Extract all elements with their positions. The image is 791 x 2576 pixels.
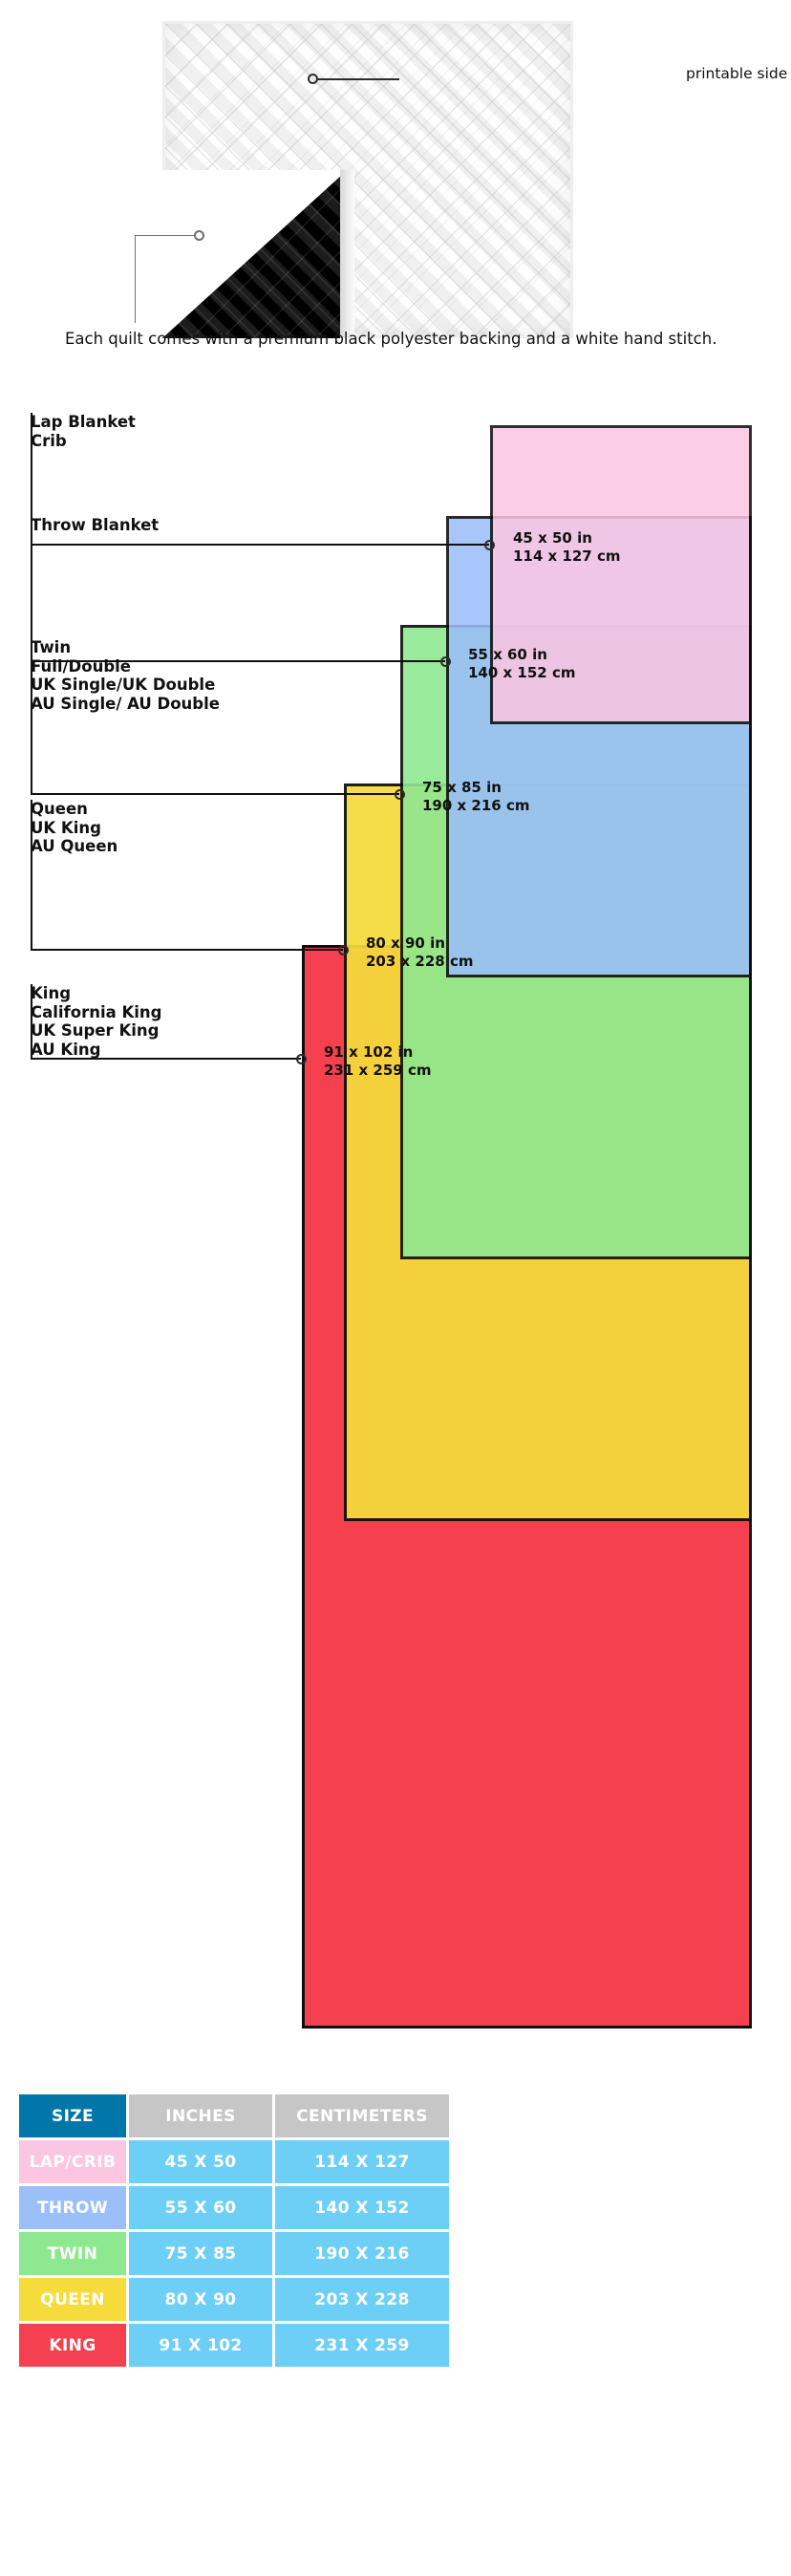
bracket-horizontal-queen (31, 949, 343, 951)
size-table: SIZE INCHES CENTIMETERS LAP/CRIB 45 X 50… (19, 2094, 459, 2370)
size-callout-dot-icon-queen (338, 945, 349, 955)
table-cell-inches-queen: 80 X 90 (129, 2278, 272, 2321)
backing-callout-dot-icon (194, 230, 204, 241)
quilt-image (162, 21, 573, 338)
dim-cm-queen: 203 x 228 cm (366, 953, 474, 970)
printable-side-callout-dot-icon (308, 74, 318, 84)
dim-in-twin: 75 x 85 in (422, 779, 502, 796)
size-label-lap-crib: Lap Blanket Crib (31, 413, 136, 450)
size-dimensions-king: 91 x 102 in 231 x 259 cm (324, 1043, 432, 1080)
table-cell-inches-king: 91 X 102 (129, 2324, 272, 2367)
table-cell-centimeters-king: 231 X 259 (275, 2324, 449, 2367)
size-label-twin: Twin Full/Double UK Single/UK Double AU … (31, 638, 220, 713)
table-row: TWIN 75 X 85 190 X 216 (19, 2232, 459, 2275)
printable-side-label: printable side (686, 65, 788, 82)
quilt-edge-strip (339, 170, 354, 338)
size-comparison-diagram: Lap Blanket Crib 45 x 50 in 114 x 127 cm … (0, 401, 791, 2054)
dim-cm-king: 231 x 259 cm (324, 1062, 432, 1079)
table-cell-size-throw: THROW (19, 2186, 126, 2229)
bracket-horizontal-king (31, 1058, 301, 1060)
bracket-vertical-twin (31, 638, 32, 794)
table-cell-centimeters-queen: 203 X 228 (275, 2278, 449, 2321)
table-header-inches: INCHES (129, 2094, 272, 2137)
bracket-vertical-queen (31, 800, 32, 950)
size-callout-dot-icon-lap-crib (484, 540, 495, 550)
table-cell-size-twin: TWIN (19, 2232, 126, 2275)
size-callout-dot-icon-king (296, 1054, 307, 1064)
table-cell-size-lap-crib: LAP/CRIB (19, 2140, 126, 2183)
table-cell-size-queen: QUEEN (19, 2278, 126, 2321)
backing-callout-line-horizontal (135, 235, 195, 237)
size-label-queen: Queen UK King AU Queen (31, 800, 118, 855)
size-dimensions-throw: 55 x 60 in 140 x 152 cm (468, 646, 576, 682)
table-row: THROW 55 X 60 140 X 152 (19, 2186, 459, 2229)
quilt-illustration-section: printable side Each quilt comes with a p… (0, 0, 791, 382)
dim-cm-twin: 190 x 216 cm (422, 797, 530, 814)
table-header-centimeters: CENTIMETERS (275, 2094, 449, 2137)
bracket-horizontal-lap-crib (31, 544, 489, 546)
size-callout-dot-icon-twin (395, 789, 405, 800)
size-dimensions-twin: 75 x 85 in 190 x 216 cm (422, 779, 530, 815)
table-cell-centimeters-throw: 140 X 152 (275, 2186, 449, 2229)
table-cell-centimeters-twin: 190 X 216 (275, 2232, 449, 2275)
quilt-black-backing (162, 170, 348, 338)
table-header-size: SIZE (19, 2094, 126, 2137)
backing-callout-line-vertical (135, 235, 137, 323)
table-cell-inches-lap-crib: 45 X 50 (129, 2140, 272, 2183)
printable-side-callout-line (318, 78, 399, 80)
table-row: KING 91 X 102 231 X 259 (19, 2324, 459, 2367)
quilt-printable-side (162, 21, 573, 338)
bracket-vertical-throw (31, 516, 32, 661)
size-label-throw: Throw Blanket (31, 516, 160, 534)
dim-in-lap-crib: 45 x 50 in (513, 529, 592, 547)
bracket-horizontal-throw (31, 660, 445, 662)
table-row: QUEEN 80 X 90 203 X 228 (19, 2278, 459, 2321)
size-label-king: King California King UK Super King AU Ki… (31, 984, 162, 1059)
dim-in-queen: 80 x 90 in (366, 934, 445, 952)
bracket-vertical-king (31, 984, 32, 1059)
bracket-horizontal-twin (31, 793, 399, 795)
dim-cm-lap-crib: 114 x 127 cm (513, 547, 621, 565)
size-dimensions-queen: 80 x 90 in 203 x 228 cm (366, 934, 474, 971)
table-cell-inches-twin: 75 X 85 (129, 2232, 272, 2275)
table-header-row: SIZE INCHES CENTIMETERS (19, 2094, 459, 2137)
size-rect-lap-crib (490, 425, 752, 724)
size-dimensions-lap-crib: 45 x 50 in 114 x 127 cm (513, 529, 621, 566)
dim-in-throw: 55 x 60 in (468, 646, 547, 663)
size-callout-dot-icon-throw (440, 656, 451, 667)
quilt-caption-text: Each quilt comes with a premium black po… (65, 330, 717, 348)
table-row: LAP/CRIB 45 X 50 114 X 127 (19, 2140, 459, 2183)
table-cell-size-king: KING (19, 2324, 126, 2367)
bracket-vertical-lap-crib (31, 413, 32, 545)
table-cell-inches-throw: 55 X 60 (129, 2186, 272, 2229)
dim-in-king: 91 x 102 in (324, 1043, 414, 1061)
dim-cm-throw: 140 x 152 cm (468, 664, 576, 681)
table-cell-centimeters-lap-crib: 114 X 127 (275, 2140, 449, 2183)
